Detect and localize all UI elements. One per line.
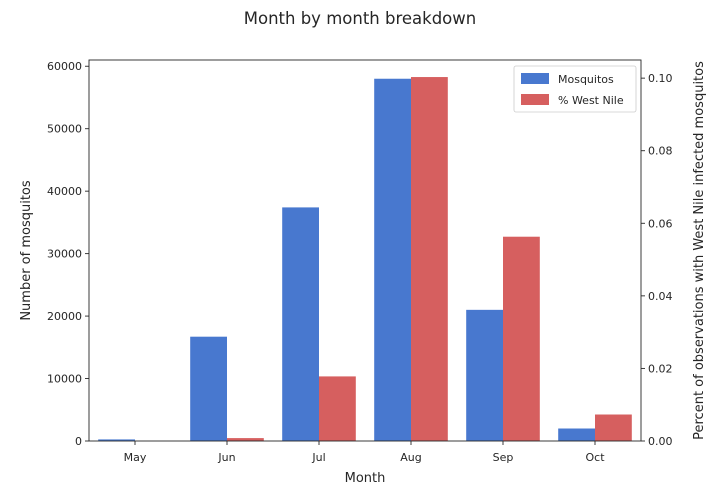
left-y-tick-label: 50000 [47,123,82,136]
right-y-tick-label: 0.02 [648,362,673,375]
legend: Mosquitos % West Nile [513,65,637,113]
x-tick-label-aug: Aug [400,451,421,464]
plot-area: 0 10000 20000 30000 40000 50000 60000 0.00 0.02 0… [47,59,673,464]
left-y-tick-label: 30000 [47,248,82,261]
right-y-tick-label: 0.10 [648,72,673,85]
x-tick-label-jul: Jul [311,451,325,464]
bar-mosquitos-jun [190,336,227,441]
left-y-tick-label: 10000 [47,373,82,386]
bar-west-nile-aug [411,77,448,442]
plot-frame [88,59,642,442]
legend-label-west-nile: % West Nile [558,94,624,107]
bar-mosquitos-oct [558,428,595,441]
x-tick-label-jun: Jun [217,451,235,464]
right-y-axis-label: Percent of observations with West Nile i… [692,61,707,440]
bar-mosquitos-may [98,439,135,441]
right-y-tick-label: 0.08 [648,145,673,158]
bar-west-nile-oct [595,414,632,441]
x-axis-label: Month [345,471,386,486]
left-y-axis-label: Number of mosquitos [19,180,34,321]
left-y-tick-label: 40000 [47,185,82,198]
bar-mosquitos-sep [466,309,503,441]
legend-swatch-mosquitos [521,73,549,84]
left-y-tick-label: 60000 [47,60,82,73]
x-tick-label-sep: Sep [493,451,514,464]
right-y-tick-label: 0.06 [648,217,673,230]
bar-west-nile-jun [227,438,264,441]
x-tick-label-may: May [124,451,147,464]
x-tick-label-oct: Oct [585,451,605,464]
chart-title: Month by month breakdown [244,9,476,28]
bar-mosquitos-aug [374,78,411,442]
right-y-tick-label: 0.00 [648,435,673,448]
bar-west-nile-jul [319,376,356,441]
right-y-tick-label: 0.04 [648,290,673,303]
bar-west-nile-sep [503,236,540,441]
left-y-tick-label: 20000 [47,310,82,323]
legend-label-mosquitos: Mosquitos [558,73,614,86]
left-y-tick-label: 0 [75,435,82,448]
bar-mosquitos-jul [282,207,319,441]
legend-swatch-west-nile [521,94,549,105]
